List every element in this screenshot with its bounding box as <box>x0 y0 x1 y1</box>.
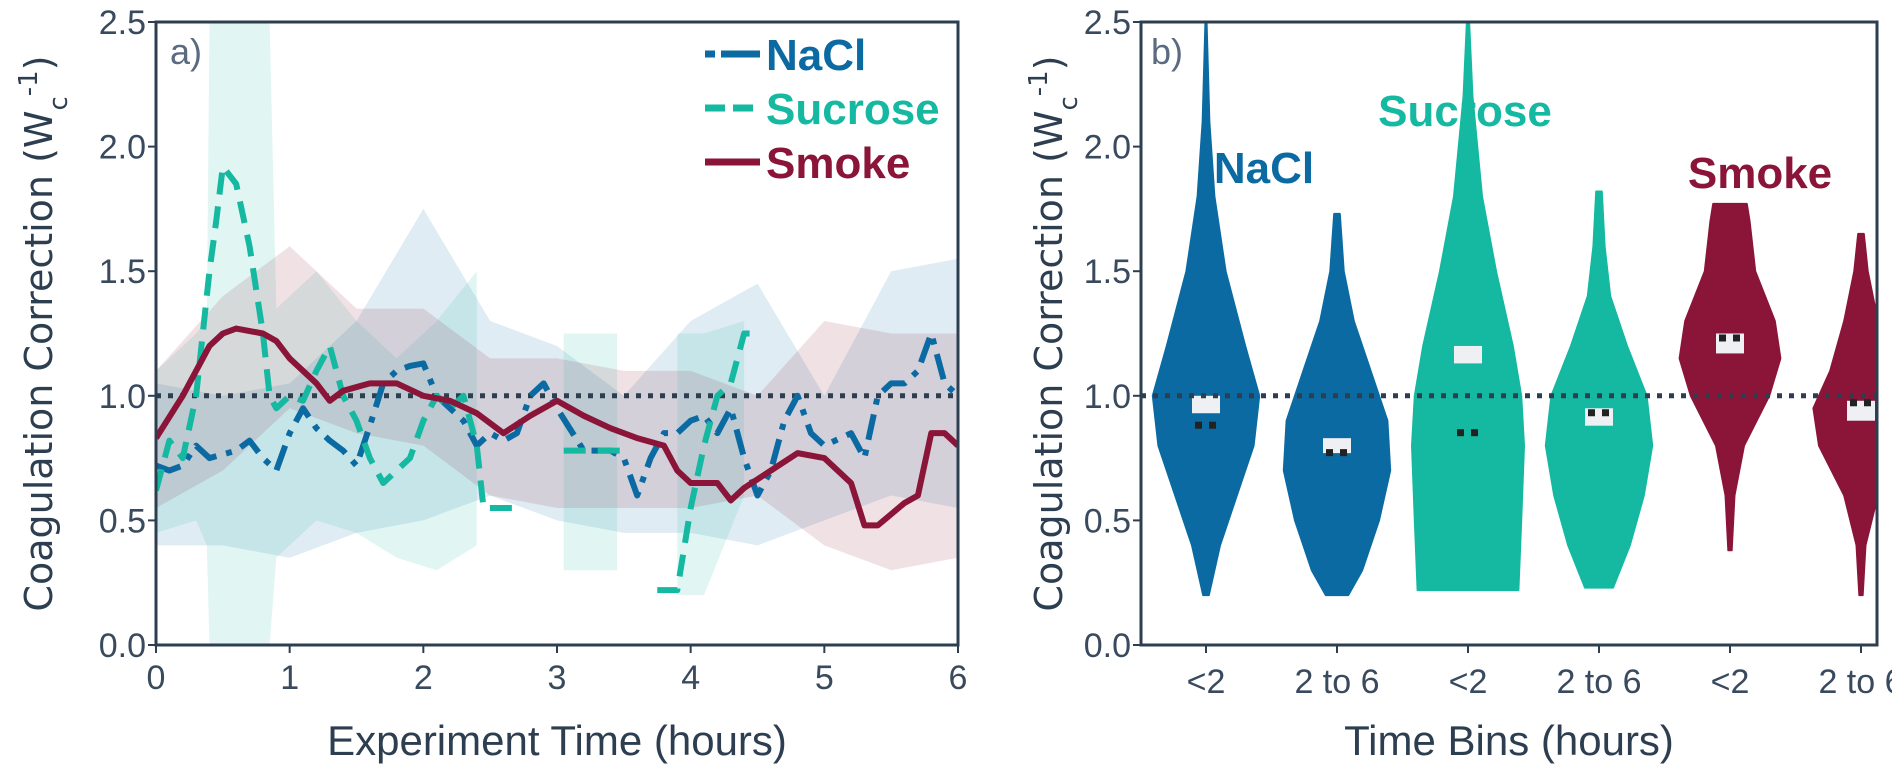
violin-marker-dot <box>1588 409 1595 417</box>
y-tick-label: 0.0 <box>99 627 146 665</box>
violin-marker-dot <box>1326 449 1333 457</box>
y-axis-label-subscript: c <box>44 96 74 110</box>
panel-label: a) <box>170 31 202 72</box>
panel-b-violin-chart: <2 2 to 6 <2 2 to 6 <2 2 to 6 0.0 0.5 1.0 1.5 2.0 2… <box>1024 4 1892 764</box>
x-tick-label: 3 <box>548 659 567 697</box>
violin-marker-dot <box>1195 421 1202 429</box>
y-tick-label: 0.5 <box>99 502 146 540</box>
violin-marker-dot <box>1733 334 1740 342</box>
x-tick-label: 2 to 6 <box>1556 663 1641 701</box>
y-axis-label-superscript: -1 <box>14 70 44 96</box>
y-axis-label-close: ) <box>1027 55 1071 70</box>
band-sucrose <box>563 333 618 571</box>
y-tick-label: 0.0 <box>1084 627 1131 665</box>
violin-sucrose-lt2 <box>1411 22 1525 592</box>
band-nacl <box>156 208 958 558</box>
y-tick-label: 1.0 <box>99 378 146 416</box>
x-tick-label: <2 <box>1711 663 1750 701</box>
x-tick-label: 2 to 6 <box>1294 663 1379 701</box>
violin-marker-dot <box>1340 449 1347 457</box>
y-axis-label-close: ) <box>17 55 61 70</box>
violin-nacl-2to6 <box>1282 212 1392 597</box>
y-tick-label: 2.5 <box>99 4 146 42</box>
x-tick-label: 1 <box>280 659 299 697</box>
group-label-nacl: NaCl <box>1214 144 1314 193</box>
x-tick-label: 6 <box>949 659 968 697</box>
band-sucrose <box>677 321 745 596</box>
y-tick-label: 1.0 <box>1084 378 1131 416</box>
y-tick-label: 2.5 <box>1084 4 1131 42</box>
y-axis-label: Coagulation Correction (Wc-1) <box>14 55 74 611</box>
x-tick-label: 2 to 6 <box>1818 663 1892 701</box>
band-sucrose <box>156 22 477 645</box>
x-tick-label: 4 <box>681 659 700 697</box>
legend-entry-nacl: NaCl <box>766 31 866 80</box>
violin-marker-dot <box>1471 429 1478 437</box>
y-axis-label-superscript: -1 <box>1024 70 1054 96</box>
violin-nacl-lt2 <box>1151 22 1261 597</box>
series-line-smoke <box>156 325 958 529</box>
violin-marker-dot <box>1850 399 1857 407</box>
y-axis-label-subscript: c <box>1054 96 1084 110</box>
x-axis-label: Experiment Time (hours) <box>327 717 787 764</box>
x-tick-label: <2 <box>1449 663 1488 701</box>
panel-label: b) <box>1151 31 1183 72</box>
series-line-nacl <box>156 330 958 499</box>
x-tick-label: 2 <box>414 659 433 697</box>
group-label-sucrose: Sucrose <box>1378 87 1552 136</box>
x-tick-label: <2 <box>1187 663 1226 701</box>
violin-marker-dot <box>1864 399 1871 407</box>
axes-frame <box>1139 20 1879 647</box>
violin-box <box>1192 395 1220 414</box>
x-axis-label: Time Bins (hours) <box>1344 717 1674 764</box>
legend-entry-sucrose: Sucrose <box>766 85 940 134</box>
y-tick-label: 1.5 <box>1084 253 1131 291</box>
y-tick-label: 1.5 <box>99 253 146 291</box>
y-tick-label: 2.0 <box>1084 129 1131 167</box>
violin-marker-dot <box>1209 421 1216 429</box>
y-axis-label-main: Coagulation Correction (W <box>1027 111 1071 612</box>
violin-marker-dot <box>1602 409 1609 417</box>
y-tick-label: 2.0 <box>99 129 146 167</box>
violin-smoke-lt2 <box>1678 202 1782 552</box>
x-tick-label: 5 <box>815 659 834 697</box>
y-axis-label-main: Coagulation Correction (W <box>17 111 61 612</box>
x-tick-label: 0 <box>147 659 166 697</box>
legend-entry-smoke: Smoke <box>766 139 910 188</box>
violin-smoke-2to6 <box>1812 232 1877 597</box>
y-tick-label: 0.5 <box>1084 502 1131 540</box>
violin-box <box>1454 345 1482 364</box>
plot-area <box>156 22 958 645</box>
group-label-smoke: Smoke <box>1688 149 1832 198</box>
violin-sucrose-2to6 <box>1544 190 1654 589</box>
violin-marker-dot <box>1719 334 1726 342</box>
violin-marker-dot <box>1457 429 1464 437</box>
plot-area <box>1141 22 1877 597</box>
y-axis-label: Coagulation Correction (Wc-1) <box>1024 55 1084 611</box>
panel-a-line-chart: 0.0 0.5 1.0 1.5 2.0 2.5 0 1 2 3 4 5 6 Experiment Time… <box>14 4 967 764</box>
